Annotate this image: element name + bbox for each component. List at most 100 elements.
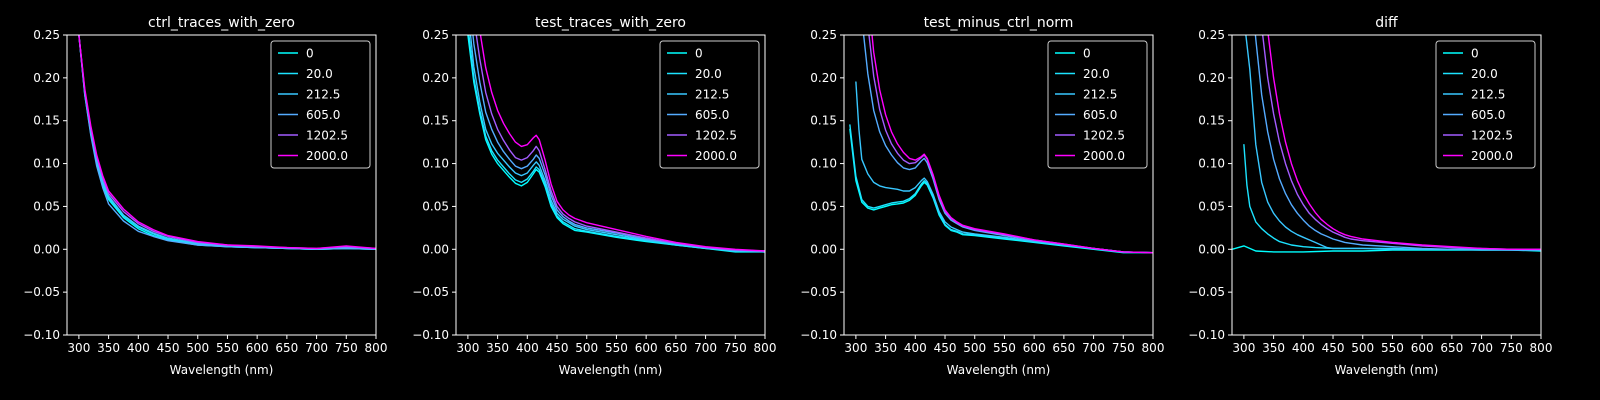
series-line-3 [469,35,765,253]
y-tick-label: 0.10 [810,157,837,171]
y-tick-label: 0.20 [810,71,837,85]
plot-area [1232,35,1541,253]
x-tick-label: 550 [1381,341,1404,355]
chart-title: test_traces_with_zero [535,15,686,31]
y-tick-label: 0.20 [33,71,60,85]
y-tick-label: 0.20 [422,71,449,85]
chart-panel-2: test_traces_with_zero 300 350 400 450 500 550 6… [412,15,776,377]
legend-entry: 2000.0 [1471,149,1513,163]
series-line-4 [862,35,1153,254]
y-tick-label: 0.05 [1198,199,1225,213]
y-tick-label: 0.15 [422,114,449,128]
legend-entry: 0 [1471,47,1479,61]
series-line-2 [468,35,765,253]
series-line-6 [78,35,376,250]
x-tick-label: 350 [486,341,509,355]
y-tick-label: 0.25 [33,28,60,42]
legend-entry: 0 [695,47,703,61]
plot-area [78,35,376,250]
x-tick-label: 700 [305,341,328,355]
x-tick-label: 500 [186,341,209,355]
y-tick-label: 0.15 [1198,114,1225,128]
series-line-5 [475,35,765,252]
x-tick-label: 450 [157,341,180,355]
plot-area [849,35,1153,254]
x-tick-label: 650 [1440,341,1463,355]
x-tick-label: 450 [546,341,569,355]
y-tick-label: 0.05 [422,199,449,213]
y-tick-label: 0.05 [33,199,60,213]
y-tick-label: 0.15 [810,114,837,128]
series-line-6 [871,35,1153,254]
y-tick-label: 0.10 [1198,157,1225,171]
x-tick-label: 650 [1052,341,1075,355]
x-tick-label: 750 [1500,341,1523,355]
legend-entry: 1202.5 [695,129,737,143]
y-tick-label: 0.00 [810,242,837,256]
x-tick-label: 750 [1112,341,1135,355]
plot-area [467,35,765,253]
legend: 0 20.0 212.5 605.0 1202.5 2000.0 [1435,40,1536,169]
x-axis-label: Wavelength (nm) [170,363,274,377]
axes-frame [455,34,766,336]
x-axis-label: Wavelength (nm) [559,363,663,377]
x-tick-label: 450 [934,341,957,355]
series-line-4 [472,35,765,252]
legend-entry: 1202.5 [1083,129,1125,143]
y-tick-label: 0.10 [422,157,449,171]
y-tick-label: 0.00 [33,242,60,256]
legend-entry: 20.0 [1083,67,1110,81]
x-tick-label: 300 [844,341,867,355]
x-tick-label: 350 [1262,341,1285,355]
series-line-3 [855,81,1153,254]
legend-entry: 212.5 [1083,88,1117,102]
y-tick-label: 0.25 [1198,28,1225,42]
y-tick-label: 0.20 [1198,71,1225,85]
x-axis-label: Wavelength (nm) [947,363,1051,377]
legend-entry: 605.0 [1471,108,1505,122]
axes-frame [66,34,377,336]
x-tick-label: 800 [1530,341,1553,355]
x-tick-label: 400 [516,341,539,355]
y-tick-label: −0.05 [800,285,837,299]
legend-entry: 1202.5 [1471,129,1513,143]
x-tick-label: 300 [67,341,90,355]
x-tick-label: 700 [1470,341,1493,355]
x-tick-label: 800 [1142,341,1165,355]
series-line-1 [849,128,1153,254]
x-tick-label: 750 [335,341,358,355]
legend-entry: 2000.0 [695,149,737,163]
legend-entry: 1202.5 [306,129,348,143]
x-tick-label: 600 [246,341,269,355]
x-tick-label: 300 [1232,341,1255,355]
x-tick-label: 400 [904,341,927,355]
y-tick-label: −0.10 [412,328,449,342]
legend: 0 20.0 212.5 605.0 1202.5 2000.0 [659,40,760,169]
x-tick-label: 550 [993,341,1016,355]
series-line-5 [1261,35,1541,250]
y-tick-label: 0.10 [33,157,60,171]
y-tick-label: −0.05 [1188,285,1225,299]
x-tick-label: 500 [963,341,986,355]
x-tick-label: 500 [1351,341,1374,355]
x-tick-label: 650 [275,341,298,355]
x-tick-label: 300 [456,341,479,355]
chart-title: ctrl_traces_with_zero [148,15,295,31]
chart-title: diff [1375,15,1398,31]
y-tick-label: 0.25 [422,28,449,42]
x-tick-label: 700 [1082,341,1105,355]
y-tick-label: −0.05 [23,285,60,299]
x-tick-label: 400 [1292,341,1315,355]
x-tick-label: 350 [874,341,897,355]
chart-panel-1: ctrl_traces_with_zero 300 350 400 450 500 550 6… [23,15,388,377]
legend-entry: 0 [306,47,314,61]
legend: 0 20.0 212.5 605.0 1202.5 2000.0 [1047,40,1148,169]
series-line-4 [1254,35,1541,251]
legend-entry: 605.0 [306,108,340,122]
x-tick-label: 800 [365,341,388,355]
y-tick-label: 0.15 [33,114,60,128]
series-line-6 [479,35,765,252]
series-line-4 [78,35,376,250]
y-tick-label: 0.25 [810,28,837,42]
